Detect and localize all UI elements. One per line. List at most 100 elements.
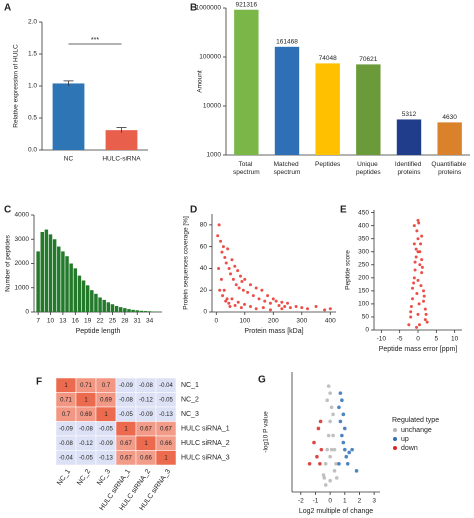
point <box>326 433 331 438</box>
point <box>274 299 278 303</box>
x-tick-label: 19 <box>84 318 92 325</box>
y-tick-label: 4000 <box>15 212 30 219</box>
value-label: 921316 <box>235 1 257 8</box>
x-tick-label: Quantifiable proteins <box>431 161 468 176</box>
bar <box>52 83 85 150</box>
y-tick-label: 0.5 <box>28 115 37 122</box>
bar <box>105 130 138 150</box>
y-axis-title: Number of peptides <box>5 234 12 291</box>
bar <box>81 280 86 312</box>
point <box>236 300 240 304</box>
point <box>322 476 327 480</box>
bar <box>114 305 119 312</box>
point <box>325 447 330 452</box>
row-label: HULC siRNA_1 <box>181 426 230 433</box>
point <box>233 264 237 268</box>
point <box>219 277 223 281</box>
point <box>217 266 221 270</box>
point <box>413 268 417 272</box>
point <box>415 325 419 329</box>
bar <box>65 256 69 312</box>
value-label: 161468 <box>276 39 298 46</box>
point <box>222 288 226 292</box>
value-label: 5312 <box>402 111 417 118</box>
point <box>413 260 417 264</box>
bar <box>69 263 73 312</box>
row-label: NC_2 <box>181 397 199 404</box>
point <box>417 323 421 327</box>
bar <box>98 297 102 312</box>
point <box>412 281 416 285</box>
x-tick-label: 10 <box>451 336 459 343</box>
point <box>328 307 332 311</box>
point <box>223 256 227 260</box>
point <box>416 312 420 316</box>
y-tick-label: 1000 <box>207 152 222 159</box>
y-tick-label: 400 <box>358 222 369 229</box>
cell-label: 1 <box>124 426 128 432</box>
y-axis-title: Peptide score <box>345 250 352 290</box>
y-tick-label: 2000 <box>15 260 30 267</box>
point <box>230 258 234 262</box>
y-tick-label: 250 <box>358 262 369 269</box>
row-label: NC_1 <box>181 382 199 389</box>
cell-label: -0.13 <box>99 455 113 461</box>
bar <box>102 299 106 312</box>
bar <box>90 290 94 312</box>
point <box>328 391 332 395</box>
bar <box>40 231 44 312</box>
point <box>331 433 335 438</box>
point <box>415 291 419 295</box>
panel-label: C <box>4 205 11 216</box>
column-label: NC_2 <box>76 468 92 487</box>
point <box>412 276 416 280</box>
x-tick-label: 13 <box>59 318 67 325</box>
point <box>225 297 229 301</box>
point <box>338 391 343 395</box>
x-tick-label: -1 <box>313 498 319 505</box>
cell-label: -0.08 <box>59 441 73 447</box>
point <box>420 265 424 269</box>
y-tick-label: 0 <box>25 309 29 316</box>
point <box>231 277 235 281</box>
cell-label: 0.66 <box>140 455 152 461</box>
row-label: HULC siRNA_3 <box>181 455 230 462</box>
legend-title: Regulated type <box>392 417 439 424</box>
bar <box>315 63 340 156</box>
point <box>419 284 423 288</box>
bar <box>396 119 422 155</box>
bar <box>139 310 144 312</box>
legend-swatch <box>393 428 397 432</box>
cell-label: -0.09 <box>59 426 73 432</box>
x-tick-label: 300 <box>296 318 307 325</box>
point <box>239 274 243 278</box>
point <box>268 308 272 312</box>
y-axis-title: -log10 P value <box>263 411 270 453</box>
x-tick-label: 34 <box>146 318 154 325</box>
point <box>329 447 334 452</box>
point <box>277 303 281 307</box>
point <box>418 263 422 267</box>
point <box>300 306 304 310</box>
bar <box>274 46 300 155</box>
x-tick-label: 3 <box>372 498 376 505</box>
y-tick-label: 3000 <box>15 236 30 243</box>
cell-label: 0.71 <box>60 397 72 403</box>
bar <box>234 9 259 156</box>
y-tick-label: 450 <box>358 209 369 216</box>
x-tick-label: Matched spectrum <box>274 161 301 176</box>
panel-label: F <box>36 377 42 388</box>
x-tick-label: 400 <box>325 318 336 325</box>
x-tick-label: 28 <box>121 318 129 325</box>
point <box>354 469 359 473</box>
bar <box>143 311 148 312</box>
point <box>341 412 346 417</box>
cell-label: -0.09 <box>99 441 113 447</box>
bar <box>61 251 65 312</box>
bar <box>52 239 57 312</box>
panel-label: D <box>190 205 197 216</box>
point <box>337 461 341 466</box>
y-tick-label: 60 <box>200 243 208 250</box>
cell-label: 1 <box>144 441 148 447</box>
